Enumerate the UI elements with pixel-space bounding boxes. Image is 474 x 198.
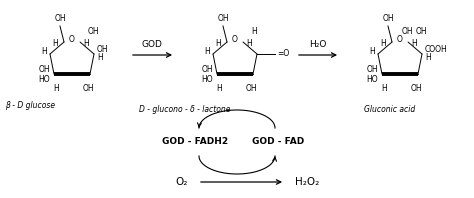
Text: H: H [411,38,417,48]
Text: O: O [69,34,75,44]
Text: H: H [41,47,47,55]
Text: O: O [232,34,238,44]
Text: OH: OH [402,28,414,36]
Text: HO: HO [38,74,50,84]
Text: H: H [251,28,257,36]
Text: H: H [83,38,89,48]
Text: =O: =O [277,50,289,58]
Text: OH: OH [88,28,100,36]
Text: H: H [246,38,252,48]
Text: H: H [215,38,221,48]
Text: COOH: COOH [425,46,448,54]
Text: OH: OH [416,28,428,36]
Text: OH: OH [82,84,94,93]
Text: H: H [425,52,431,62]
Text: GOD - FADH2: GOD - FADH2 [162,137,228,147]
Text: D - glucono - δ - lactone: D - glucono - δ - lactone [139,106,231,114]
Text: H: H [381,84,387,93]
Text: H: H [53,84,59,93]
Text: Gluconic acid: Gluconic acid [365,106,416,114]
Text: HO: HO [201,74,213,84]
Text: HO: HO [366,74,378,84]
Text: O: O [397,34,403,44]
Text: H₂O₂: H₂O₂ [295,177,319,187]
Text: OH: OH [38,66,50,74]
Text: β - D glucose: β - D glucose [5,101,55,109]
Text: H₂O: H₂O [310,40,327,49]
Text: H: H [97,53,103,63]
Text: GOD - FAD: GOD - FAD [252,137,304,147]
Text: H: H [380,38,386,48]
Text: O₂: O₂ [176,177,188,187]
Text: OH: OH [245,84,257,93]
Text: H: H [52,38,58,48]
Text: OH: OH [410,84,422,93]
Text: GOD: GOD [142,40,163,49]
Text: OH: OH [217,14,229,23]
Text: H: H [204,47,210,55]
Text: OH: OH [382,14,394,23]
Text: H: H [369,47,375,55]
Text: OH: OH [54,14,66,23]
Text: OH: OH [97,46,109,54]
Text: H: H [216,84,222,93]
Text: OH: OH [366,66,378,74]
Text: OH: OH [201,66,213,74]
